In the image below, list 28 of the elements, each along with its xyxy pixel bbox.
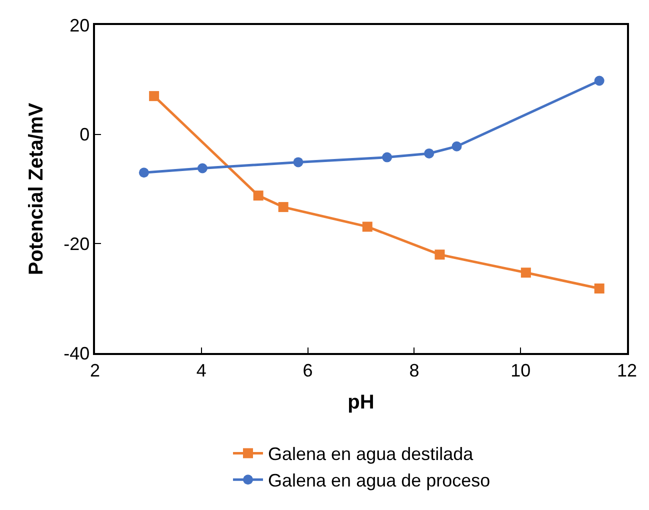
y-tick-label: -20	[64, 234, 90, 254]
x-tick-label: 6	[302, 360, 313, 380]
legend-label: Galena en agua destilada	[268, 444, 474, 464]
point	[138, 168, 149, 178]
point	[520, 268, 531, 278]
point	[594, 76, 604, 86]
x-tick-label: 12	[616, 360, 638, 380]
x-tick-label: 2	[90, 360, 100, 380]
point	[149, 91, 160, 102]
x-tick-label: 10	[510, 360, 531, 380]
point	[293, 157, 304, 168]
y-axis-title: Potencial Zeta/mV	[26, 102, 48, 276]
y-tick-label: -40	[64, 343, 90, 364]
point	[253, 190, 264, 201]
point	[434, 250, 445, 260]
point	[382, 152, 392, 162]
y-tick-label: 20	[70, 15, 90, 36]
point	[424, 148, 434, 158]
x-tick-label: 8	[409, 360, 420, 380]
point	[362, 222, 372, 232]
point	[594, 283, 604, 294]
point	[278, 202, 288, 212]
point	[452, 141, 462, 152]
y-tick-label: 0	[80, 124, 90, 145]
x-tick-label: 4	[196, 360, 206, 380]
point	[197, 163, 208, 174]
x-axis-title: pH	[348, 391, 374, 414]
legend-label: Galena en agua de proceso	[268, 470, 490, 491]
